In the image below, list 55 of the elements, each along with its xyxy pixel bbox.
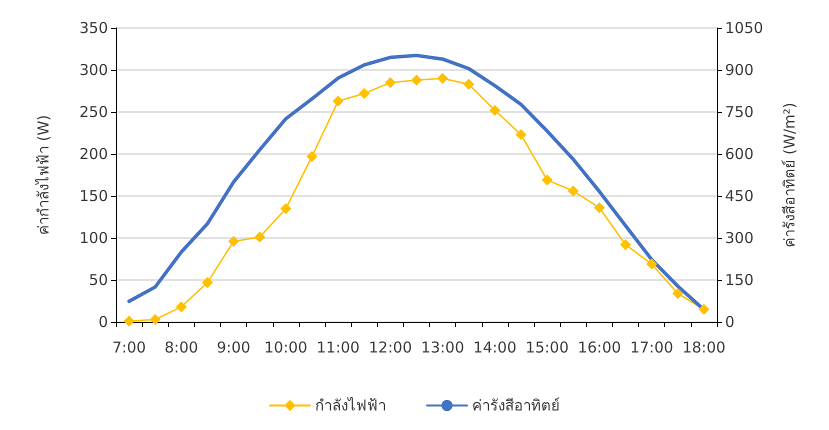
x-tick-label: 13:00	[421, 338, 464, 356]
x-tick-label: 17:00	[630, 338, 674, 356]
y2-tick-label: 1050	[725, 19, 764, 37]
y-tick-label: 200	[79, 145, 108, 163]
point	[124, 316, 135, 327]
y2-axis-title: ค่ารังสีอาทิตย์ (W/m²)	[780, 102, 798, 248]
point	[646, 258, 658, 270]
y2-tick-label: 600	[725, 145, 754, 163]
point	[358, 88, 370, 100]
point	[176, 301, 187, 312]
x-tick-label: 15:00	[526, 338, 569, 356]
x-tick-label: 18:00	[682, 338, 726, 356]
x-tick-label: 9:00	[216, 338, 250, 356]
y2-tick-label: 750	[725, 103, 754, 121]
point	[672, 288, 684, 299]
y-tick-label: 0	[98, 313, 108, 331]
point	[620, 239, 632, 250]
legend-label: กำลังไฟฟ้า	[315, 396, 386, 414]
y-tick-label: 100	[79, 229, 108, 247]
y2-tick-label: 0	[725, 313, 735, 331]
x-tick-label: 10:00	[264, 338, 308, 356]
point	[568, 185, 579, 196]
point	[542, 174, 553, 186]
y-tick-label: 50	[88, 271, 108, 289]
y2-tick-label: 150	[725, 271, 754, 289]
y2-tick-label: 300	[725, 229, 754, 247]
point	[202, 277, 213, 288]
x-tick-label: 11:00	[316, 338, 360, 356]
point	[384, 77, 396, 88]
point	[698, 304, 710, 315]
point	[150, 314, 161, 325]
point	[516, 129, 527, 140]
point	[437, 72, 448, 84]
point	[280, 203, 292, 214]
x-tick-label: 14:00	[473, 338, 517, 356]
y-tick-label: 250	[79, 103, 108, 121]
point	[594, 202, 605, 214]
y-tick-label: 300	[79, 61, 108, 79]
x-tick-label: 7:00	[112, 338, 146, 356]
y-tick-label: 150	[79, 187, 108, 205]
x-tick-label: 12:00	[368, 338, 412, 356]
point	[489, 104, 500, 116]
x-tick-label: 8:00	[164, 338, 198, 356]
y2-tick-label: 450	[725, 187, 754, 205]
point	[254, 232, 266, 243]
point	[463, 78, 474, 90]
point	[411, 74, 422, 86]
y2-tick-label: 900	[725, 61, 754, 79]
point	[332, 96, 344, 107]
legend-label: ค่ารังสีอาทิตย์	[472, 396, 560, 414]
point	[228, 236, 240, 247]
y-tick-label: 350	[79, 19, 108, 37]
x-tick-label: 16:00	[578, 338, 622, 356]
y-axis-title: ค่ากำลังไฟฟ้า (W)	[34, 114, 52, 236]
point	[306, 151, 318, 162]
